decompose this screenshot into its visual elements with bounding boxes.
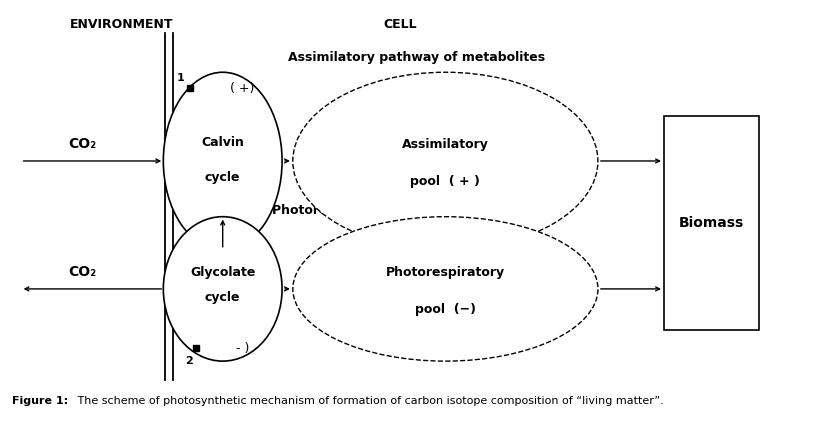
Text: The scheme of photosynthetic mechanism of formation of carbon isotope compositio: The scheme of photosynthetic mechanism o… [74,396,664,406]
Text: CO₂: CO₂ [68,138,97,152]
Text: pool  ( + ): pool ( + ) [411,175,481,188]
Text: Biomass: Biomass [679,216,744,230]
Text: cycle: cycle [205,290,241,304]
Text: Glycolate: Glycolate [190,266,256,279]
Text: 2: 2 [186,355,193,365]
Ellipse shape [163,72,282,250]
Text: CELL: CELL [383,18,416,31]
Text: Photorespiratory pathway of metabolites: Photorespiratory pathway of metabolites [272,204,561,217]
Text: CO₂: CO₂ [68,265,97,280]
Text: - ): - ) [236,341,249,354]
Ellipse shape [293,217,598,361]
Ellipse shape [293,72,598,250]
Text: 1: 1 [177,73,184,83]
Text: ENVIRONMENT: ENVIRONMENT [70,18,173,31]
Text: cycle: cycle [205,171,241,184]
Text: Assimilatory pathway of metabolites: Assimilatory pathway of metabolites [288,51,545,64]
Text: Photorespiratory: Photorespiratory [386,266,505,279]
Ellipse shape [163,217,282,361]
Text: ( +): ( +) [230,82,254,95]
Text: Figure 1:: Figure 1: [12,396,68,406]
Text: pool  (−): pool (−) [415,303,476,316]
Text: Calvin: Calvin [202,136,244,149]
Text: Assimilatory: Assimilatory [402,138,489,151]
FancyBboxPatch shape [664,116,759,330]
